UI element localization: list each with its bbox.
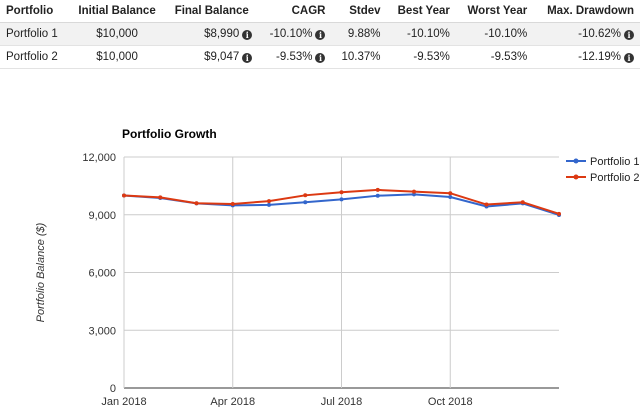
header-worst-year[interactable]: Worst Year	[455, 0, 534, 23]
series-lines	[122, 187, 561, 217]
x-tick-label: Apr 2018	[210, 396, 255, 407]
cagr-value: -10.10%	[269, 28, 313, 40]
data-point[interactable]	[412, 189, 416, 194]
cell-portfolio: Portfolio 2	[0, 45, 69, 69]
cell-portfolio: Portfolio 1	[0, 22, 69, 46]
cell-worst-year: -9.53%	[455, 45, 534, 69]
data-point[interactable]	[267, 202, 271, 207]
data-point[interactable]	[520, 200, 525, 205]
cell-stdev: 10.37%	[331, 45, 387, 69]
table-row: Portfolio 2 $10,000 $9,047 i -9.53% i 10.3…	[0, 45, 640, 69]
data-point[interactable]	[122, 193, 126, 198]
data-point[interactable]	[230, 201, 235, 206]
cell-best-year: -10.10%	[386, 22, 456, 46]
data-point[interactable]	[339, 197, 344, 202]
header-cagr[interactable]: CAGR	[258, 0, 332, 23]
cell-final-balance: $8,990 i	[165, 22, 259, 46]
x-tick-label: Jul 2018	[321, 396, 363, 407]
cell-stdev: 9.88%	[331, 22, 387, 46]
data-point[interactable]	[303, 200, 308, 205]
header-portfolio[interactable]: Portfolio	[0, 0, 69, 23]
chart-grid	[123, 156, 559, 389]
cell-best-year: -9.53%	[386, 45, 456, 69]
info-circle-icon[interactable]: i	[315, 53, 326, 63]
data-point[interactable]	[194, 201, 199, 206]
x-tick-label: Jan 2018	[101, 396, 146, 407]
data-point[interactable]	[448, 191, 453, 196]
header-initial-balance[interactable]: Initial Balance	[68, 0, 166, 23]
data-point[interactable]	[267, 199, 271, 204]
y-tick-label: 0	[110, 383, 116, 395]
drawdown-value: -10.62%	[578, 28, 621, 40]
chart-title: Portfolio Growth	[122, 127, 217, 141]
header-final-balance[interactable]: Final Balance	[165, 0, 259, 23]
legend-label[interactable]: Portfolio 2	[590, 172, 640, 184]
info-circle-icon[interactable]: i	[242, 30, 253, 40]
cell-initial-balance: $10,000	[68, 45, 166, 69]
data-point[interactable]	[557, 211, 561, 216]
legend-label[interactable]: Portfolio 1	[590, 156, 640, 168]
data-point[interactable]	[339, 190, 344, 195]
cell-cagr: -10.10% i	[258, 22, 332, 46]
info-circle-icon[interactable]: i	[315, 30, 326, 40]
data-point[interactable]	[375, 187, 380, 192]
info-circle-icon[interactable]: i	[624, 53, 634, 63]
data-point[interactable]	[158, 195, 163, 200]
chart-legend: Portfolio 1 Portfolio 2	[566, 156, 640, 184]
legend-marker	[573, 158, 579, 164]
drawdown-value: -12.19%	[578, 51, 621, 63]
cell-initial-balance: $10,000	[68, 22, 166, 46]
cell-cagr: -9.53% i	[258, 45, 332, 69]
cell-max-drawdown: -10.62% i	[533, 22, 640, 46]
cagr-value: -9.53%	[276, 51, 313, 63]
y-axis-ticks: 0 3,000 6,000 9,000 12,000	[82, 152, 116, 395]
cell-max-drawdown: -12.19% i	[533, 45, 640, 69]
info-circle-icon[interactable]: i	[624, 30, 634, 40]
y-tick-label: 6,000	[88, 268, 116, 280]
portfolio-summary-table: Portfolio Initial Balance Final Balance …	[0, 0, 640, 69]
header-best-year[interactable]: Best Year	[386, 0, 456, 23]
data-point[interactable]	[303, 193, 308, 198]
y-tick-label: 9,000	[88, 210, 116, 222]
y-axis-label: Portfolio Balance ($)	[35, 222, 47, 322]
final-balance-value: $8,990	[204, 28, 240, 40]
y-tick-label: 12,000	[82, 152, 116, 164]
cell-final-balance: $9,047 i	[165, 45, 259, 69]
y-tick-label: 3,000	[88, 325, 116, 337]
cell-worst-year: -10.10%	[455, 22, 534, 46]
x-tick-label: Oct 2018	[428, 396, 473, 407]
data-point[interactable]	[484, 202, 489, 207]
final-balance-value: $9,047	[204, 51, 240, 63]
data-point[interactable]	[375, 193, 380, 198]
table-header-row: Portfolio Initial Balance Final Balance …	[0, 0, 640, 23]
legend-marker	[573, 174, 579, 180]
x-axis-ticks: Jan 2018 Apr 2018 Jul 2018 Oct 2018	[101, 396, 472, 407]
data-point[interactable]	[448, 195, 453, 200]
info-circle-icon[interactable]: i	[242, 53, 253, 63]
table-row: Portfolio 1 $10,000 $8,990 i -10.10% i 9.8…	[0, 22, 640, 46]
header-stdev[interactable]: Stdev	[331, 0, 387, 23]
header-max-drawdown[interactable]: Max. Drawdown	[533, 0, 640, 23]
